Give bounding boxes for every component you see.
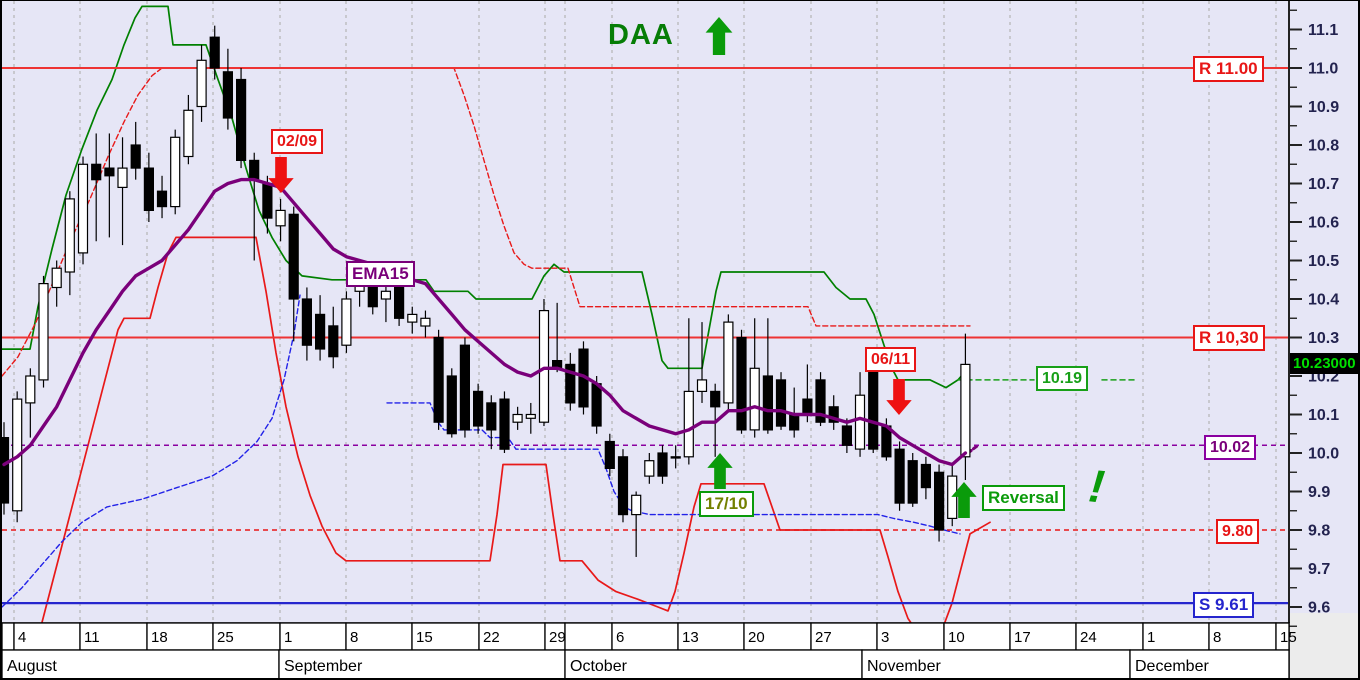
support-961-label[interactable]: S 9.61 [1193, 592, 1255, 619]
symbol-title: DAA [608, 19, 674, 51]
svg-text:18: 18 [151, 629, 168, 646]
svg-text:24: 24 [1080, 629, 1097, 646]
svg-text:15: 15 [1280, 629, 1297, 646]
svg-text:1: 1 [284, 629, 292, 646]
svg-text:11.1: 11.1 [1308, 22, 1338, 39]
reversal-up-arrow-icon[interactable] [951, 482, 977, 523]
buy-signal-label-1710[interactable]: 17/10 [699, 491, 754, 518]
svg-text:8: 8 [350, 629, 358, 646]
svg-text:17: 17 [1014, 629, 1031, 646]
ema15-indicator-label[interactable]: EMA15 [346, 261, 415, 288]
svg-text:10.3: 10.3 [1308, 330, 1339, 347]
svg-text:9.7: 9.7 [1308, 561, 1330, 578]
svg-text:10.7: 10.7 [1308, 176, 1339, 193]
svg-text:20: 20 [748, 629, 765, 646]
svg-text:8: 8 [1213, 629, 1221, 646]
sell-arrow-icon-0209[interactable] [268, 157, 294, 198]
svg-text:November: November [867, 658, 941, 675]
svg-text:9.8: 9.8 [1308, 523, 1330, 540]
ema-value-label[interactable]: 10.02 [1204, 435, 1257, 461]
svg-text:September: September [284, 658, 363, 675]
svg-text:10: 10 [948, 629, 965, 646]
svg-text:6: 6 [616, 629, 624, 646]
resistance-11-label[interactable]: R 11.00 [1193, 56, 1264, 83]
svg-text:10.1: 10.1 [1308, 407, 1339, 424]
trend-up-arrow-icon [705, 17, 733, 60]
band-value-label[interactable]: 10.19 [1036, 366, 1089, 392]
svg-text:December: December [1135, 658, 1209, 675]
svg-text:11: 11 [84, 629, 100, 646]
svg-text:13: 13 [682, 629, 699, 646]
sell-arrow-icon-0611[interactable] [886, 379, 912, 420]
svg-text:August: August [7, 658, 57, 675]
svg-text:10.9: 10.9 [1308, 99, 1339, 116]
svg-text:10.4: 10.4 [1308, 292, 1339, 309]
svg-text:10.6: 10.6 [1308, 215, 1339, 232]
svg-text:10.5: 10.5 [1308, 253, 1339, 270]
svg-text:27: 27 [815, 629, 832, 646]
svg-text:3: 3 [881, 629, 889, 646]
svg-text:4: 4 [18, 629, 26, 646]
svg-text:1: 1 [1147, 629, 1155, 646]
svg-text:15: 15 [416, 629, 433, 646]
svg-text:9.9: 9.9 [1308, 484, 1330, 501]
buy-arrow-icon-1710[interactable] [707, 453, 733, 494]
svg-text:10.8: 10.8 [1308, 138, 1339, 155]
svg-text:25: 25 [217, 629, 234, 646]
stop-value-label[interactable]: 9.80 [1216, 519, 1260, 545]
sell-signal-label-0209[interactable]: 02/09 [271, 129, 324, 155]
reversal-signal-label[interactable]: Reversal [982, 485, 1065, 512]
resistance-1030-label[interactable]: R 10,30 [1193, 325, 1265, 352]
current-price-marker: 10.23000 [1290, 353, 1360, 374]
svg-text:9.6: 9.6 [1308, 600, 1330, 617]
svg-text:October: October [570, 658, 628, 675]
svg-text:22: 22 [483, 629, 500, 646]
sell-signal-label-0611[interactable]: 06/11 [865, 347, 917, 373]
svg-text:29: 29 [549, 629, 566, 646]
svg-text:11.0: 11.0 [1308, 61, 1338, 78]
svg-text:10.0: 10.0 [1308, 446, 1339, 463]
